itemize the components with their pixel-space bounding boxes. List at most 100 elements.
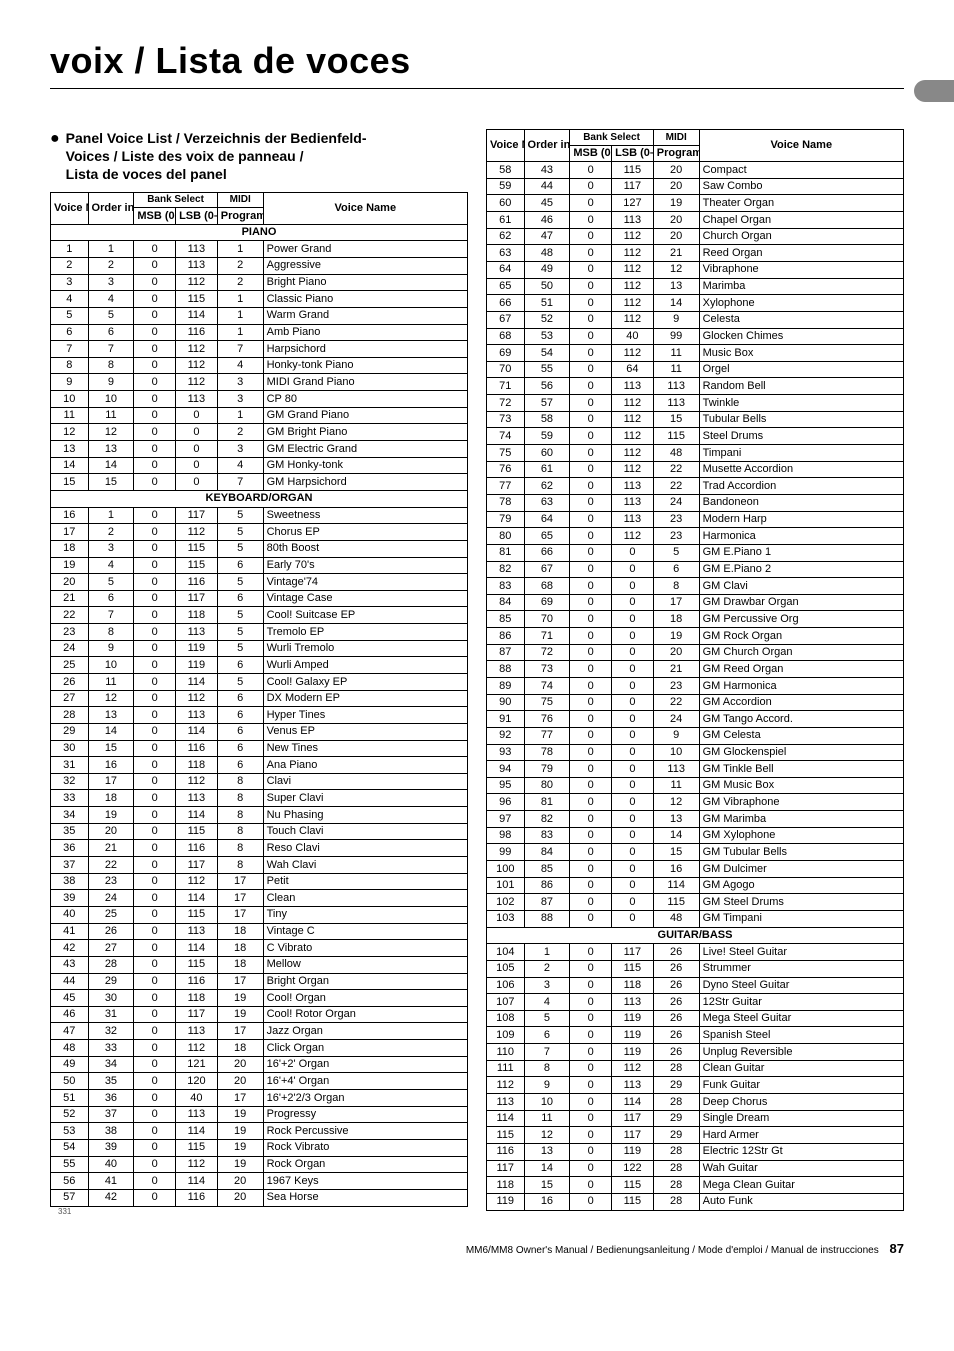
cell: 60	[487, 195, 525, 212]
table-row: 88730021GM Reed Organ	[487, 661, 904, 678]
cell: 74	[487, 428, 525, 445]
cell: 6	[88, 324, 134, 341]
cell: 115	[653, 428, 699, 445]
cell: 127	[612, 195, 654, 212]
cell: 64	[524, 511, 570, 528]
cell: 0	[176, 407, 218, 424]
cell: 5	[217, 624, 263, 641]
cell-voice-name: GM Accordion	[699, 694, 903, 711]
cell: 99	[653, 328, 699, 345]
cell: 108	[487, 1010, 525, 1027]
cell: 113	[176, 707, 218, 724]
cell: 103	[487, 910, 525, 927]
cell: 0	[134, 674, 176, 691]
cell: 1	[88, 507, 134, 524]
cell: 0	[612, 694, 654, 711]
cell: 112	[612, 428, 654, 445]
table-row: 341901148Nu Phasing	[51, 807, 468, 824]
cell: 72	[524, 644, 570, 661]
cell-voice-name: Celesta	[699, 311, 903, 328]
cell: 63	[524, 494, 570, 511]
cell: 115	[176, 540, 218, 557]
cell: 27	[88, 940, 134, 957]
cell: 80	[487, 528, 525, 545]
cell-voice-name: CP 80	[263, 391, 467, 408]
cell: 0	[134, 424, 176, 441]
table-row: 107401132612Str Guitar	[487, 994, 904, 1011]
cell: 113	[612, 212, 654, 229]
subhead-line: Voices / Liste des voix de panneau /	[66, 147, 367, 165]
cell-voice-name: Orgel	[699, 361, 903, 378]
cell: 39	[51, 890, 89, 907]
cell: 85	[524, 861, 570, 878]
cell: 2	[524, 960, 570, 977]
table-row: 7964011323Modern Harp	[487, 511, 904, 528]
cell: 115	[612, 162, 654, 179]
cell: 8	[88, 357, 134, 374]
cell: 32	[51, 773, 89, 790]
cell: 0	[570, 528, 612, 545]
table-row: 6651011214Xylophone	[487, 295, 904, 312]
cell: 11	[524, 1110, 570, 1127]
cell-voice-name: Cool! Suitcase EP	[263, 607, 467, 624]
cell: 117	[612, 944, 654, 961]
cell-voice-name: Chorus EP	[263, 524, 467, 541]
cell: 19	[217, 1106, 263, 1123]
cell: 50	[51, 1073, 89, 1090]
cell: 24	[653, 494, 699, 511]
cell: 28	[653, 1160, 699, 1177]
cell: 0	[570, 395, 612, 412]
cell: 0	[570, 311, 612, 328]
cell: 13	[51, 441, 89, 458]
cell: 0	[570, 894, 612, 911]
cell-voice-name: C Vibrato	[263, 940, 467, 957]
cell: 0	[570, 378, 612, 395]
cell-voice-name: GM Tango Accord.	[699, 711, 903, 728]
cell: 33	[51, 790, 89, 807]
cell: 120	[176, 1073, 218, 1090]
table-row: 5540011219Rock Organ	[51, 1156, 468, 1173]
cell-voice-name: Nu Phasing	[263, 807, 467, 824]
cell-voice-name: Vintage'74	[263, 574, 467, 591]
cell: 1	[51, 241, 89, 258]
cell-voice-name: Hyper Tines	[263, 707, 467, 724]
table-row: 85700018GM Percussive Org	[487, 611, 904, 628]
cell: 113	[176, 923, 218, 940]
cell: 40	[88, 1156, 134, 1173]
table-row: 1212002GM Bright Piano	[51, 424, 468, 441]
cell: 58	[524, 411, 570, 428]
cell: 5	[88, 574, 134, 591]
cell: 115	[176, 1139, 218, 1156]
cell: 0	[570, 678, 612, 695]
cell: 0	[134, 457, 176, 474]
th-order: Order in category	[88, 192, 134, 224]
cell-voice-name: Spanish Steel	[699, 1027, 903, 1044]
cell: 0	[570, 611, 612, 628]
cell: 88	[524, 910, 570, 927]
cell-voice-name: Rock Percussive	[263, 1123, 467, 1140]
cell: 42	[88, 1189, 134, 1206]
table-row: 51360401716'+2'2/3 Organ	[51, 1090, 468, 1107]
table-row: 96810012GM Vibraphone	[487, 794, 904, 811]
cell: 96	[487, 794, 525, 811]
cell: 0	[134, 857, 176, 874]
cell: 105	[487, 960, 525, 977]
cell: 40	[51, 906, 89, 923]
cell: 119	[612, 1044, 654, 1061]
cell: 72	[487, 395, 525, 412]
table-row: 86710019GM Rock Organ	[487, 628, 904, 645]
cell: 112	[612, 461, 654, 478]
table-row: 261101145Cool! Galaxy EP	[51, 674, 468, 691]
cell: 26	[51, 674, 89, 691]
cell-voice-name: Auto Funk	[699, 1193, 903, 1210]
cell: 117	[176, 507, 218, 524]
cell: 10	[653, 744, 699, 761]
cell: 67	[487, 311, 525, 328]
table-row: 20501165Vintage'74	[51, 574, 468, 591]
cell: 0	[570, 861, 612, 878]
cell: 17	[217, 1090, 263, 1107]
cell: 23	[653, 528, 699, 545]
cell-voice-name: Honky-tonk Piano	[263, 357, 467, 374]
cell: 0	[612, 910, 654, 927]
cell-voice-name: Petit	[263, 873, 467, 890]
